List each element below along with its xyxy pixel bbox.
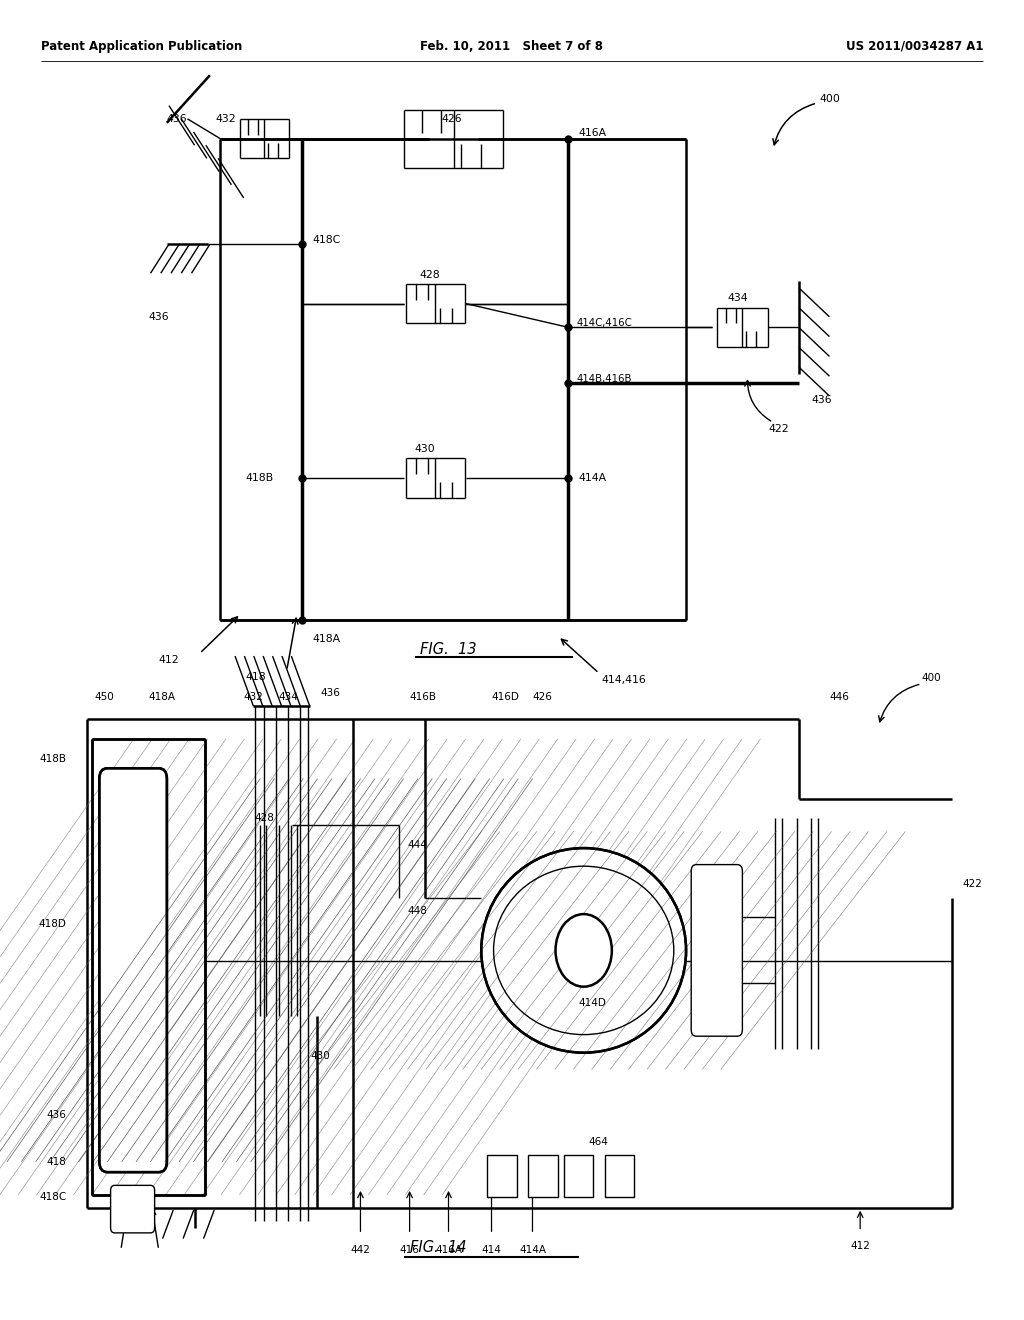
FancyBboxPatch shape bbox=[111, 1185, 155, 1233]
Text: 436: 436 bbox=[321, 688, 340, 698]
Text: US 2011/0034287 A1: US 2011/0034287 A1 bbox=[846, 40, 983, 53]
Text: FIG.  14: FIG. 14 bbox=[410, 1239, 466, 1255]
Text: 418: 418 bbox=[47, 1156, 67, 1167]
Text: 436: 436 bbox=[47, 1110, 67, 1121]
Text: 448: 448 bbox=[408, 906, 427, 916]
Text: FIG.  13: FIG. 13 bbox=[420, 642, 476, 657]
Text: 464: 464 bbox=[589, 1137, 608, 1147]
Text: 416D: 416D bbox=[492, 692, 519, 702]
Text: 418A: 418A bbox=[148, 692, 175, 702]
FancyBboxPatch shape bbox=[691, 865, 742, 1036]
Text: 436: 436 bbox=[811, 395, 831, 405]
Ellipse shape bbox=[481, 847, 686, 1053]
Text: 462: 462 bbox=[717, 978, 736, 989]
Text: 412: 412 bbox=[159, 655, 179, 665]
Text: 460: 460 bbox=[717, 1018, 736, 1028]
Text: 426: 426 bbox=[532, 692, 552, 702]
FancyBboxPatch shape bbox=[604, 1155, 635, 1197]
Ellipse shape bbox=[555, 913, 611, 987]
Text: 416A: 416A bbox=[435, 1245, 462, 1255]
Text: 444: 444 bbox=[408, 840, 427, 850]
Text: 412: 412 bbox=[850, 1241, 870, 1251]
Text: 418C: 418C bbox=[312, 235, 341, 246]
Text: 450: 450 bbox=[94, 692, 114, 702]
Text: 428: 428 bbox=[254, 813, 273, 824]
Text: 434: 434 bbox=[279, 692, 298, 702]
Text: 428: 428 bbox=[420, 269, 440, 280]
Text: 418B: 418B bbox=[40, 754, 67, 764]
Text: 414A: 414A bbox=[579, 473, 606, 483]
Text: 414D: 414D bbox=[579, 998, 606, 1008]
Text: 418B: 418B bbox=[246, 473, 273, 483]
Text: 418: 418 bbox=[246, 672, 266, 682]
FancyBboxPatch shape bbox=[563, 1155, 594, 1197]
Text: 418A: 418A bbox=[312, 634, 340, 644]
Text: 422: 422 bbox=[768, 424, 788, 434]
Text: 418C: 418C bbox=[39, 1192, 67, 1203]
Text: 430: 430 bbox=[310, 1051, 330, 1061]
Text: 432: 432 bbox=[244, 692, 263, 702]
Text: 446: 446 bbox=[829, 692, 849, 702]
Text: Feb. 10, 2011   Sheet 7 of 8: Feb. 10, 2011 Sheet 7 of 8 bbox=[421, 40, 603, 53]
Text: 434: 434 bbox=[727, 293, 748, 304]
FancyBboxPatch shape bbox=[487, 1155, 516, 1197]
FancyBboxPatch shape bbox=[99, 768, 167, 1172]
Text: 414: 414 bbox=[481, 1245, 502, 1255]
Text: 400: 400 bbox=[922, 673, 941, 684]
Text: Patent Application Publication: Patent Application Publication bbox=[41, 40, 243, 53]
Text: 400: 400 bbox=[819, 94, 840, 104]
Text: 416A: 416A bbox=[579, 128, 606, 139]
Text: 414,416: 414,416 bbox=[601, 675, 646, 685]
Text: 432: 432 bbox=[215, 114, 236, 124]
Text: 416: 416 bbox=[399, 1245, 420, 1255]
Text: 442: 442 bbox=[350, 1245, 371, 1255]
Text: 418D: 418D bbox=[39, 919, 67, 929]
Text: 422: 422 bbox=[963, 879, 982, 890]
Text: 414C,416C: 414C,416C bbox=[577, 318, 632, 329]
Text: 416B: 416B bbox=[410, 692, 436, 702]
Text: 430: 430 bbox=[415, 444, 435, 454]
Text: 436: 436 bbox=[148, 312, 169, 322]
Text: 414A: 414A bbox=[519, 1245, 546, 1255]
FancyBboxPatch shape bbox=[528, 1155, 558, 1197]
Text: 436: 436 bbox=[167, 114, 187, 124]
Text: 426: 426 bbox=[441, 114, 462, 124]
Text: 414B,416B: 414B,416B bbox=[577, 374, 632, 384]
